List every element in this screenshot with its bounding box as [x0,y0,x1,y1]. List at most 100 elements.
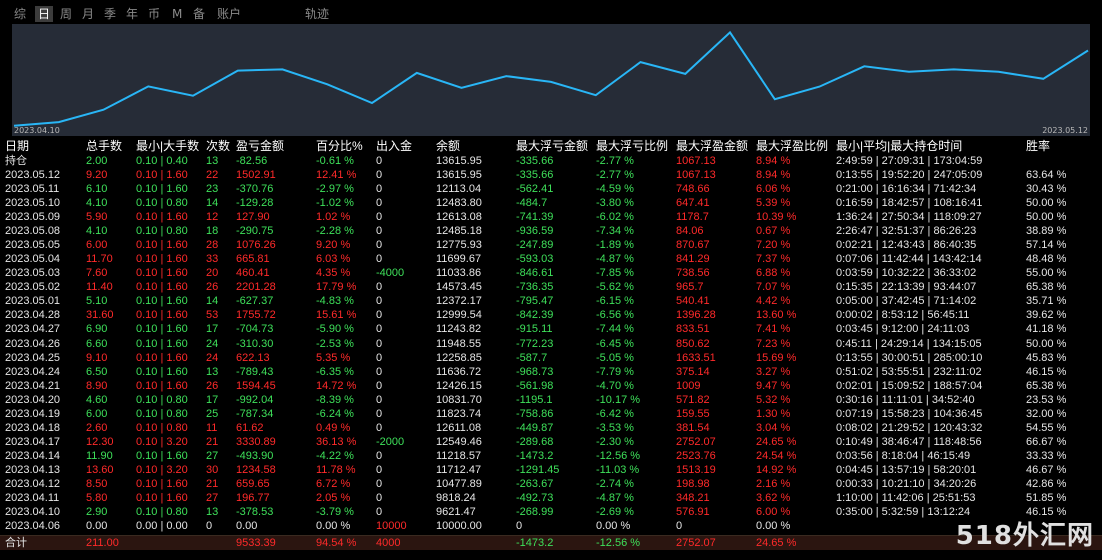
cell-deposit-withdraw: 0 [376,421,383,434]
cell-hold-time: 0:00:33 | 10:21:10 | 34:20:26 [836,477,977,490]
header-percent[interactable]: 百分比% [316,139,363,153]
table-row[interactable]: 2023.04.24 6.50 0.10 | 1.60 13 -789.43 -6.35 … [0,365,1102,379]
table-row[interactable]: 2023.04.18 2.60 0.10 | 0.80 11 61.62 0.49 % 0 1… [0,421,1102,435]
cell-max-float-loss: -247.89 [516,239,554,252]
cell-pnl: -704.73 [236,323,274,336]
table-row[interactable]: 2023.04.26 6.60 0.10 | 1.60 24 -310.30 -2.53 … [0,337,1102,351]
header-total-lots[interactable]: 总手数 [86,139,123,153]
cell-max-float-loss-pct: -3.80 % [596,197,634,210]
cell-max-float-profit: 576.91 [676,506,710,518]
cell-hold-time: 0:30:16 | 11:11:01 | 34:52:40 [836,393,975,406]
cell-pnl: -82.56 [236,155,268,167]
cell-percent: 4.35 % [316,267,351,280]
cell-trade-count: 13 [206,155,219,167]
cell-date: 2023.05.05 [5,239,61,252]
header-max-float-profit-pct[interactable]: 最大浮盈比例 [756,139,829,153]
period-tab-bar: 综日周月季年币 M 备账户 轨迹 [0,0,1102,26]
table-row[interactable]: 2023.05.09 5.90 0.10 | 1.60 12 127.90 1.02 % 0… [0,210,1102,224]
header-min-max-lots[interactable]: 最小|大手数 [136,139,200,153]
table-row[interactable]: 2023.05.01 5.10 0.10 | 1.60 14 -627.37 -4.83 … [0,294,1102,308]
cell-hold-time: 0:03:56 | 8:18:04 | 46:15:49 [836,449,971,462]
header-trade-count[interactable]: 次数 [206,139,231,153]
table-row[interactable]: 2023.04.13 13.60 0.10 | 3.20 30 1234.58 11.78… [0,463,1102,477]
cell-hold-time: 2:26:47 | 32:51:37 | 86:26:23 [836,225,977,238]
cell-percent: -4.83 % [316,295,354,308]
cell-pnl: 460.41 [236,267,270,280]
cell-balance: 11033.86 [436,267,482,280]
table-row[interactable]: 2023.04.11 5.80 0.10 | 1.60 27 196.77 2.05 % 0… [0,491,1102,505]
table-row[interactable]: 2023.05.10 4.10 0.10 | 0.80 14 -129.28 -1.02 … [0,196,1102,210]
header-date[interactable]: 日期 [5,139,30,153]
table-row[interactable]: 2023.05.05 6.00 0.10 | 1.60 28 1076.26 9.20 %… [0,238,1102,252]
cell-max-float-profit: 84.06 [676,225,704,238]
cell-win-rate: 33.33 % [1026,449,1067,462]
cell-min-max-lots: 0.10 | 0.80 [136,506,188,518]
tab-trajectory[interactable]: 轨迹 [305,7,330,21]
header-hold-time[interactable]: 最小|平均|最大持仓时间 [836,139,963,153]
cell-max-float-profit: 0 [676,520,683,533]
header-deposit-withdraw[interactable]: 出入金 [376,139,413,153]
tab-year[interactable]: 年 [126,7,139,21]
tab-week[interactable]: 周 [60,7,73,21]
cell-deposit-withdraw: 10000 [376,520,407,533]
table-row[interactable]: 2023.05.04 11.70 0.10 | 1.60 33 665.81 6.03 %… [0,252,1102,266]
cell-min-max-lots: 0.10 | 3.20 [136,435,188,448]
table-row[interactable]: 2023.04.06 0.00 0.00 | 0.00 0 0.00 0.00 % 1000… [0,519,1102,533]
tab-quarter[interactable]: 季 [104,7,117,21]
cell-hold-time: 1:36:24 | 27:50:34 | 118:09:27 [836,211,982,224]
cell-pnl: -370.76 [236,183,274,196]
tab-currency[interactable]: 币 [148,7,161,21]
table-row[interactable]: 2023.05.12 9.20 0.10 | 1.60 22 1502.91 12.41 … [0,168,1102,182]
header-pnl[interactable]: 盈亏金额 [236,139,285,153]
tab-day[interactable]: 日 [35,6,54,22]
header-max-float-loss[interactable]: 最大浮亏金额 [516,139,589,153]
table-row[interactable]: 2023.05.08 4.10 0.10 | 0.80 18 -290.75 -2.28 … [0,224,1102,238]
header-balance[interactable]: 余额 [436,139,461,153]
table-row[interactable]: 2023.04.20 4.60 0.10 | 0.80 17 -992.04 -8.39 … [0,393,1102,407]
table-row[interactable]: 2023.04.14 11.90 0.10 | 1.60 27 -493.90 -4.22… [0,449,1102,463]
cell-min-max-lots: 0.00 | 0.00 [136,520,188,533]
cell-max-float-profit-pct: 3.27 % [756,365,791,378]
cell-balance: 10477.89 [436,477,482,490]
cell-max-float-loss-pct: -12.56 % [596,449,641,462]
cell-total-lots: 6.10 [86,183,108,196]
table-row[interactable]: 2023.04.25 9.10 0.10 | 1.60 24 622.13 5.35 % 0… [0,351,1102,365]
cell-date: 2023.04.28 [5,309,61,322]
cell-max-float-profit: 841.29 [676,253,710,266]
cell-percent: -8.39 % [316,393,354,406]
cell-percent: -5.90 % [316,323,354,336]
tab-summary[interactable]: 综 [14,7,27,21]
cell-min-max-lots: 0.10 | 1.60 [136,281,188,294]
cell-min-max-lots: 0.10 | 1.60 [136,211,188,224]
header-max-float-profit[interactable]: 最大浮盈金额 [676,139,749,153]
cell-hold-time: 0:02:21 | 12:43:43 | 86:40:35 [836,239,977,252]
header-max-float-loss-pct[interactable]: 最大浮亏比例 [596,139,669,153]
tab-m[interactable]: M [172,7,183,21]
table-row[interactable]: 2023.05.03 7.60 0.10 | 1.60 20 460.41 4.35 % -… [0,266,1102,280]
cell-pnl: 2201.28 [236,281,276,294]
cell-percent: 15.61 % [316,309,357,322]
cell-date: 2023.04.20 [5,393,61,406]
open-positions-row[interactable]: 持仓 2.00 0.10 | 0.40 13 -82.56 -0.61 % 0 13615.9… [0,154,1102,168]
cell-win-rate: 50.00 % [1026,211,1067,224]
header-win-rate[interactable]: 胜率 [1026,139,1051,153]
cell-max-float-loss: -795.47 [516,295,554,308]
tab-month[interactable]: 月 [82,7,95,21]
cell-max-float-profit-pct: 3.04 % [756,421,791,434]
table-row[interactable]: 2023.04.27 6.90 0.10 | 1.60 17 -704.73 -5.90 … [0,322,1102,336]
cell-max-float-loss: 0 [516,520,523,533]
tab-notes[interactable]: 备 [193,7,206,21]
cell-percent: 12.41 % [316,169,357,182]
tab-account[interactable]: 账户 [217,7,242,21]
table-row[interactable]: 2023.04.21 8.90 0.10 | 1.60 26 1594.45 14.72 … [0,379,1102,393]
table-row[interactable]: 2023.04.17 12.30 0.10 | 3.20 21 3330.89 36.13… [0,435,1102,449]
table-row[interactable]: 2023.04.12 8.50 0.10 | 1.60 21 659.65 6.72 % 0… [0,477,1102,491]
cell-max-float-profit-pct: 24.54 % [756,449,797,462]
cell-max-float-profit-pct: 8.94 % [756,155,791,167]
table-row[interactable]: 2023.04.10 2.90 0.10 | 0.80 13 -378.53 -3.79 … [0,505,1102,519]
table-row[interactable]: 2023.05.11 6.10 0.10 | 1.60 23 -370.76 -2.97 … [0,182,1102,196]
table-row[interactable]: 2023.04.28 31.60 0.10 | 1.60 53 1755.72 15.61… [0,308,1102,322]
table-row[interactable]: 2023.04.19 6.00 0.10 | 0.80 25 -787.34 -6.24 … [0,407,1102,421]
cell-balance: 9818.24 [436,491,476,504]
table-row[interactable]: 2023.05.02 11.40 0.10 | 1.60 26 2201.28 17.79… [0,280,1102,294]
